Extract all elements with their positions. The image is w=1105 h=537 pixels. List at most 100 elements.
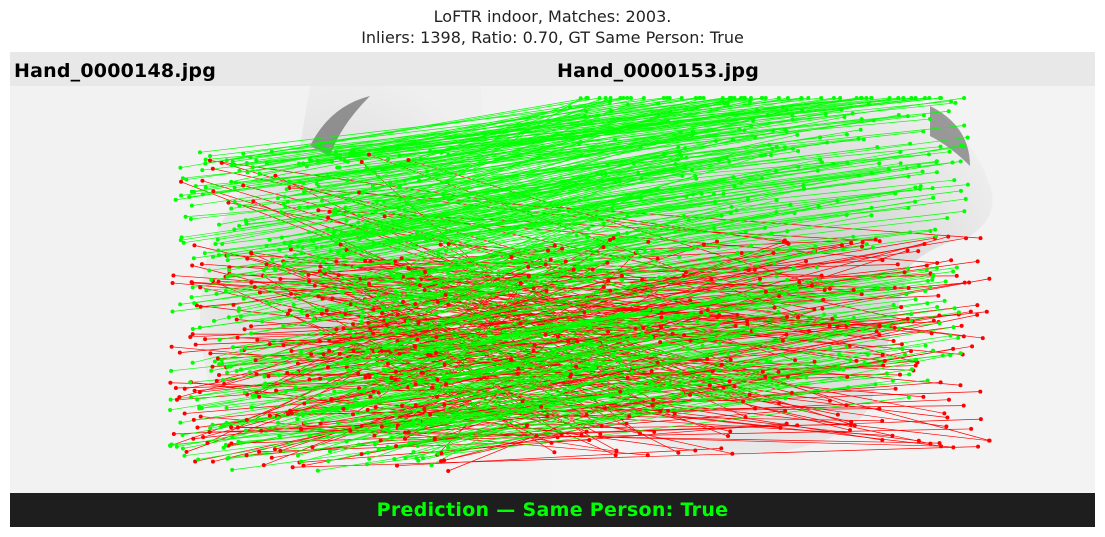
keypoint bbox=[572, 344, 577, 349]
keypoint bbox=[801, 186, 806, 191]
keypoint bbox=[225, 274, 230, 279]
keypoint bbox=[922, 96, 927, 100]
keypoint bbox=[195, 397, 200, 402]
keypoint bbox=[337, 351, 342, 356]
match-line bbox=[339, 97, 745, 168]
keypoint bbox=[203, 161, 208, 166]
keypoint bbox=[595, 172, 600, 177]
keypoint bbox=[422, 406, 427, 411]
keypoint bbox=[625, 214, 630, 219]
keypoint bbox=[597, 96, 602, 100]
keypoint bbox=[869, 171, 874, 176]
keypoint bbox=[790, 146, 795, 151]
keypoint bbox=[330, 159, 335, 164]
keypoint bbox=[320, 296, 325, 301]
keypoint bbox=[168, 380, 173, 385]
keypoint bbox=[380, 311, 385, 316]
keypoint bbox=[742, 96, 747, 100]
keypoint bbox=[822, 312, 827, 317]
keypoint bbox=[584, 429, 589, 434]
keypoint bbox=[772, 305, 777, 310]
keypoint bbox=[717, 341, 722, 346]
keypoint bbox=[232, 227, 237, 232]
keypoint bbox=[327, 449, 332, 454]
keypoint bbox=[442, 458, 447, 463]
keypoint bbox=[778, 425, 783, 430]
keypoint bbox=[264, 265, 269, 270]
keypoint bbox=[299, 459, 304, 464]
keypoint bbox=[351, 348, 356, 353]
keypoint bbox=[351, 152, 356, 157]
keypoint bbox=[760, 369, 765, 374]
match-line bbox=[405, 370, 827, 459]
keypoint bbox=[763, 152, 768, 157]
keypoint bbox=[190, 327, 195, 332]
keypoint bbox=[710, 369, 715, 374]
keypoint bbox=[192, 388, 197, 393]
keypoint bbox=[509, 254, 514, 259]
keypoint bbox=[429, 346, 434, 351]
keypoint bbox=[276, 415, 281, 420]
keypoint bbox=[900, 347, 905, 352]
keypoint bbox=[958, 188, 963, 193]
keypoint bbox=[419, 422, 424, 427]
keypoint bbox=[389, 375, 394, 380]
keypoint bbox=[949, 258, 954, 263]
keypoint bbox=[237, 223, 242, 228]
keypoint bbox=[224, 405, 229, 410]
title-line-1: LoFTR indoor, Matches: 2003. bbox=[433, 7, 672, 26]
match-line bbox=[447, 385, 778, 448]
keypoint bbox=[760, 96, 765, 100]
keypoint bbox=[752, 267, 757, 272]
keypoint bbox=[757, 276, 762, 281]
keypoint bbox=[928, 441, 933, 446]
keypoint bbox=[278, 277, 283, 282]
keypoint bbox=[278, 448, 283, 453]
keypoint bbox=[282, 261, 287, 266]
keypoint bbox=[598, 269, 603, 274]
match-line bbox=[294, 171, 937, 256]
keypoint bbox=[937, 441, 942, 446]
keypoint bbox=[951, 445, 956, 450]
keypoint bbox=[184, 449, 189, 454]
match-line bbox=[307, 146, 941, 208]
keypoint bbox=[742, 128, 747, 133]
keypoint bbox=[822, 288, 827, 293]
keypoint bbox=[949, 99, 953, 104]
keypoint bbox=[898, 161, 903, 166]
keypoint bbox=[825, 140, 830, 145]
keypoint bbox=[965, 182, 970, 187]
keypoint bbox=[284, 254, 289, 259]
keypoint bbox=[279, 209, 284, 214]
keypoint bbox=[320, 417, 325, 422]
keypoint bbox=[402, 178, 407, 183]
keypoint bbox=[321, 259, 326, 264]
keypoint bbox=[226, 315, 231, 320]
keypoint bbox=[373, 209, 378, 214]
keypoint bbox=[230, 467, 235, 472]
keypoint bbox=[586, 278, 591, 283]
keypoint bbox=[603, 171, 608, 176]
keypoint bbox=[875, 145, 880, 150]
match-line bbox=[182, 369, 593, 449]
keypoint bbox=[916, 163, 921, 168]
keypoint bbox=[688, 298, 693, 303]
keypoint bbox=[657, 275, 662, 280]
keypoint bbox=[288, 408, 293, 413]
match-line bbox=[245, 143, 911, 221]
keypoint bbox=[362, 389, 367, 394]
match-line bbox=[232, 276, 660, 348]
keypoint bbox=[244, 221, 249, 226]
keypoint bbox=[574, 364, 579, 369]
keypoint bbox=[948, 353, 953, 358]
keypoint bbox=[215, 356, 220, 361]
keypoint bbox=[952, 178, 957, 183]
keypoint bbox=[839, 107, 844, 112]
match-line bbox=[170, 333, 643, 411]
keypoint bbox=[676, 450, 681, 455]
keypoint bbox=[249, 331, 254, 336]
keypoint bbox=[664, 381, 669, 386]
keypoint bbox=[748, 96, 753, 100]
match-line bbox=[372, 270, 598, 348]
keypoint bbox=[813, 244, 818, 249]
